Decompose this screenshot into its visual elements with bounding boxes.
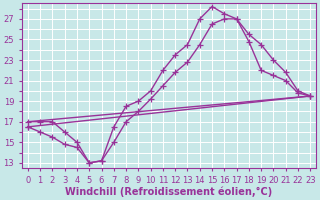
X-axis label: Windchill (Refroidissement éolien,°C): Windchill (Refroidissement éolien,°C) — [65, 186, 273, 197]
